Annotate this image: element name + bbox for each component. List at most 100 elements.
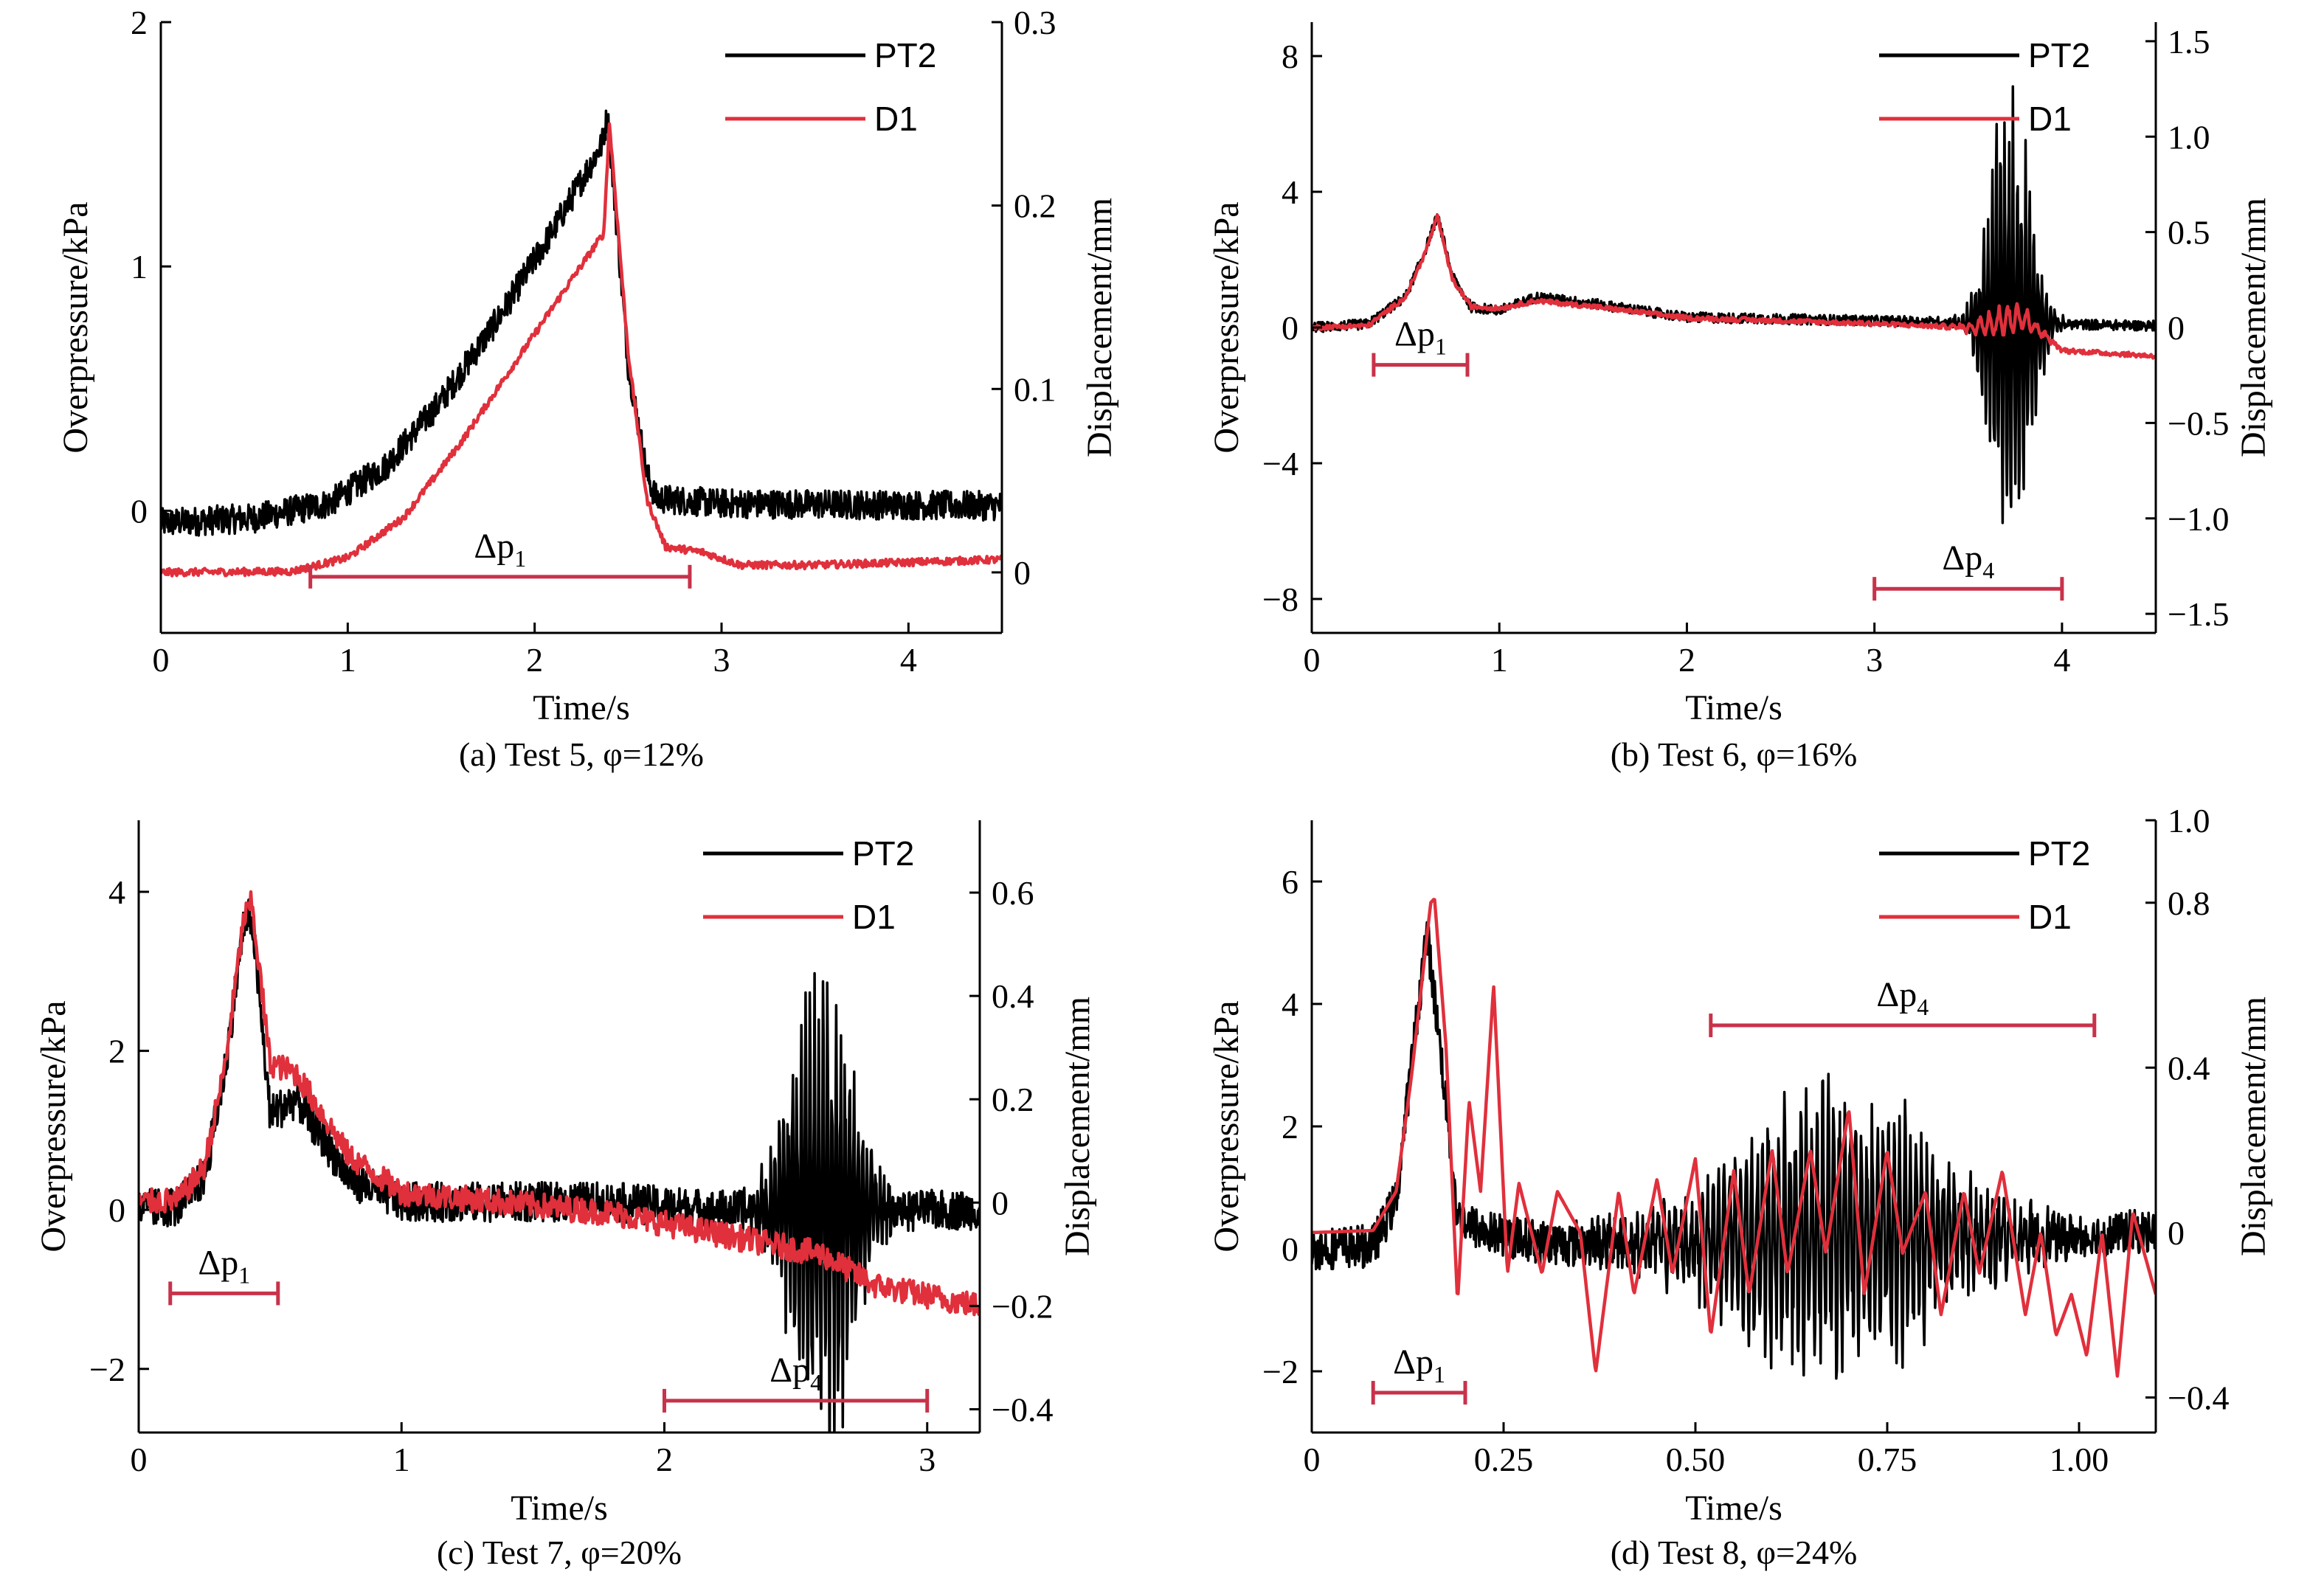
delta-p1-label: Δp1 [474, 527, 526, 572]
y-tick-label: 0 [1282, 309, 1298, 347]
y2-tick-label: −0.4 [992, 1390, 1053, 1428]
y2-tick-label: 0 [2168, 309, 2185, 347]
chart-panel-3: 0 0.25 0.50 0.75 1.00 −2 0 2 4 6 −0.4 0 0.4 0.8 1.0 Tim… [1207, 802, 2273, 1571]
y2-tick-label: −0.2 [992, 1287, 1053, 1325]
plot-area [161, 109, 1002, 578]
y2-tick-label: 1.0 [2168, 802, 2210, 839]
y-tick-label: 2 [131, 4, 148, 41]
x-tick-label: 1 [1491, 641, 1508, 679]
x-tick-label: 3 [919, 1441, 936, 1478]
y-tick-label: 6 [1282, 863, 1298, 901]
x-tick-label: 2 [526, 641, 543, 679]
x-tick-label: 0 [153, 641, 170, 679]
y2-tick-label: 0 [2168, 1214, 2185, 1252]
y2-tick-label: 0.5 [2168, 214, 2210, 252]
series-d1-line [161, 122, 1002, 578]
x-tick-label: 0 [131, 1441, 148, 1478]
x-tick-label: 0.25 [1474, 1441, 1534, 1478]
delta-p4-label: Δp4 [1876, 975, 1929, 1020]
y-tick-label: 2 [1282, 1108, 1298, 1146]
series-d1-line [139, 890, 980, 1317]
delta-p4-label: Δp4 [770, 1351, 822, 1396]
y-tick-label: 0 [131, 492, 148, 530]
x-tick-label: 0 [1304, 641, 1321, 679]
y2-tick-label: 0.3 [1014, 4, 1056, 41]
panel-caption: (c) Test 7, φ=20% [437, 1534, 682, 1571]
legend-label-d1: D1 [852, 898, 896, 936]
x-tick-label: 3 [713, 641, 730, 679]
series-pt2-line [1312, 85, 2156, 524]
delta-p4-label: Δp4 [1942, 538, 1994, 583]
y2-axis-title: Displacement/mm [2234, 997, 2273, 1256]
y-tick-label: 2 [108, 1033, 125, 1070]
y-tick-label: 8 [1282, 38, 1298, 75]
legend-label-d1: D1 [2028, 100, 2072, 138]
series-d1-line [1312, 898, 2156, 1378]
x-tick-label: 4 [2053, 641, 2070, 679]
y2-tick-label: 0.4 [992, 977, 1034, 1015]
y2-tick-label: −0.5 [2168, 404, 2229, 442]
delta-p1-bracket: Δp1 [1371, 1343, 1467, 1405]
delta-p4-bracket: Δp4 [663, 1351, 930, 1413]
y2-tick-label: −1.0 [2168, 500, 2229, 538]
x-axis-title: Time/s [533, 688, 630, 727]
y-tick-label: 0 [1282, 1230, 1298, 1268]
plot-area [139, 890, 980, 1433]
legend-label-pt2: PT2 [852, 834, 914, 873]
series-pt2-line [161, 109, 1002, 537]
delta-p1-bracket: Δp1 [168, 1243, 280, 1306]
x-tick-label: 0.75 [1858, 1441, 1917, 1478]
y2-tick-label: 1.0 [2168, 118, 2210, 156]
panel-caption: (d) Test 8, φ=24% [1611, 1534, 1858, 1571]
series-d1-line [1312, 213, 2156, 360]
y2-tick-label: −1.5 [2168, 595, 2229, 633]
series-pt2-line [1312, 921, 2156, 1380]
delta-p4-bracket: Δp4 [1872, 538, 2064, 601]
y2-tick-label: 0 [992, 1184, 1009, 1222]
legend-label-d1: D1 [874, 100, 918, 138]
y-tick-label: −2 [89, 1351, 125, 1388]
legend-label-pt2: PT2 [2028, 36, 2090, 75]
x-tick-label: 4 [900, 641, 917, 679]
delta-p1-label: Δp1 [1394, 315, 1447, 360]
x-tick-label: 1 [393, 1441, 410, 1478]
y-tick-label: 4 [1282, 986, 1298, 1023]
y-axis-title: Overpressure/kPa [1207, 1000, 1246, 1252]
y2-tick-label: 0.4 [2168, 1049, 2210, 1087]
y2-axis-title: Displacement/mm [1080, 198, 1119, 457]
y-axis-title: Overpressure/kPa [1207, 201, 1246, 453]
delta-p1-label: Δp1 [1393, 1343, 1445, 1388]
chart-panel-0: 0 1 2 3 4 0 1 2 0 0.1 0.2 0.3 Time/s Overpressure/kPa… [56, 4, 1119, 773]
y2-tick-label: 0.8 [2168, 884, 2210, 922]
y2-tick-label: 0.1 [1014, 370, 1056, 408]
y2-tick-label: 0.2 [1014, 187, 1056, 225]
plot-area [1312, 85, 2156, 524]
legend-label-pt2: PT2 [2028, 834, 2090, 873]
chart-panel-2: 0 1 2 3 −2 0 2 4 −0.4 −0.2 0 0.2 0.4 0.6 Time/s Overpre… [34, 820, 1097, 1571]
delta-p1-bracket: Δp1 [308, 527, 692, 589]
series-pt2-line [139, 898, 980, 1433]
y2-tick-label: 1.5 [2168, 23, 2210, 60]
x-tick-label: 2 [1678, 641, 1695, 679]
plot-area [1312, 898, 2156, 1380]
y2-tick-label: −0.4 [2168, 1379, 2229, 1416]
y2-axis-title: Displacement/mm [1058, 997, 1097, 1256]
x-tick-label: 2 [656, 1441, 673, 1478]
y-tick-label: −2 [1262, 1353, 1298, 1390]
y2-axis-title: Displacement/mm [2234, 198, 2273, 457]
y2-tick-label: 0 [1014, 554, 1031, 592]
legend-label-d1: D1 [2028, 898, 2072, 936]
y-tick-label: 4 [1282, 173, 1298, 211]
x-axis-title: Time/s [511, 1489, 608, 1528]
y-tick-label: −8 [1262, 581, 1298, 618]
y2-tick-label: 0.2 [992, 1081, 1034, 1118]
y2-tick-label: 0.6 [992, 874, 1034, 912]
y-axis-title: Overpressure/kPa [34, 1000, 73, 1252]
x-tick-label: 1.00 [2050, 1441, 2109, 1478]
y-tick-label: 1 [131, 248, 148, 285]
delta-p4-bracket: Δp4 [1709, 975, 2097, 1038]
x-tick-label: 0.50 [1666, 1441, 1726, 1478]
legend-label-pt2: PT2 [874, 36, 936, 75]
y-axis-title: Overpressure/kPa [56, 201, 95, 453]
